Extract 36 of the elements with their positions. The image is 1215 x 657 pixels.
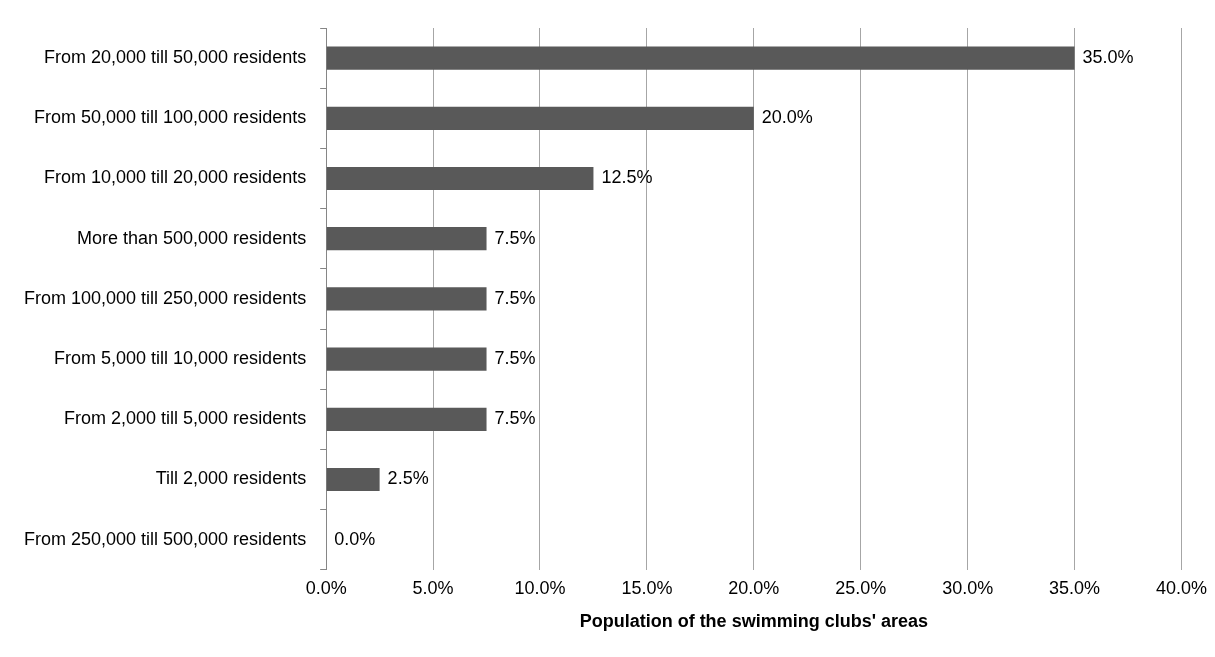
bar <box>326 347 487 371</box>
x-tick-label: 20.0% <box>728 577 780 598</box>
y-tick-label: From 50,000 till 100,000 residents <box>34 107 307 128</box>
x-tick-label: 30.0% <box>942 577 994 598</box>
y-tick-label: From 20,000 till 50,000 residents <box>44 47 307 68</box>
y-tick-label: From 5,000 till 10,000 residents <box>54 348 307 369</box>
data-label: 7.5% <box>494 348 536 369</box>
x-tick-label: 40.0% <box>1155 577 1207 598</box>
bar <box>326 166 594 191</box>
x-tick-label: 0.0% <box>305 577 347 598</box>
x-tick-label: 25.0% <box>835 577 887 598</box>
bar <box>326 407 487 431</box>
y-tick-label: From 10,000 till 20,000 residents <box>44 167 307 188</box>
data-label: 7.5% <box>494 408 536 429</box>
data-label: 7.5% <box>494 227 536 248</box>
data-label: 12.5% <box>601 167 653 188</box>
bar <box>326 227 487 251</box>
y-tick-label: More than 500,000 residents <box>77 227 307 248</box>
y-tick-label: From 100,000 till 250,000 residents <box>23 287 307 308</box>
data-label: 20.0% <box>761 107 813 128</box>
x-tick-label: 5.0% <box>412 577 454 598</box>
data-label: 2.5% <box>387 468 429 489</box>
y-tick-label: From 250,000 till 500,000 residents <box>23 528 307 549</box>
y-tick-label: Till 2,000 residents <box>155 468 307 489</box>
data-label: 7.5% <box>494 287 536 308</box>
x-tick-label: 35.0% <box>1049 577 1101 598</box>
y-tick-label: From 2,000 till 5,000 residents <box>64 408 307 429</box>
data-label: 35.0% <box>1082 47 1134 68</box>
x-tick-label: 15.0% <box>621 577 673 598</box>
bar <box>326 46 1075 70</box>
data-label: 0.0% <box>334 528 376 549</box>
bar <box>326 106 754 130</box>
x-axis-title: Population of the swimming clubs' areas <box>579 611 928 632</box>
bar <box>326 467 380 492</box>
x-tick-label: 10.0% <box>514 577 566 598</box>
bar <box>326 287 487 311</box>
